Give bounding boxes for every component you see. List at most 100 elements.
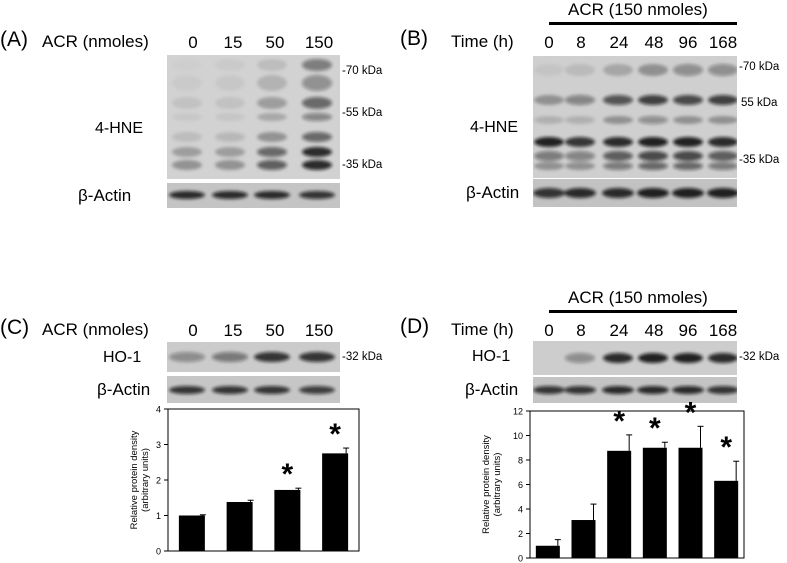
panel-a-marker: -55 kDa [342,107,383,119]
panel-b-condition-label: Time (h) [451,32,514,51]
significance-star: * [282,458,294,491]
panel-b-header-line [549,22,737,25]
panel-b-lane-label: 24 [609,33,629,52]
blot-band [172,97,202,109]
blot-band [257,113,287,121]
blot-band [215,160,245,170]
blot-band [638,64,668,76]
blot-band [257,75,287,91]
y-tick-label: 2 [518,529,523,539]
blot-band [564,386,596,394]
panel-a-marker: -70 kDa [342,65,383,77]
blot-band [257,160,287,170]
blot-band [565,353,595,363]
blot-band [302,160,332,170]
panel-c-loading-label: β-Actin [97,380,151,399]
y-tick-label: 6 [518,480,523,490]
blot-band [603,116,633,124]
blot-band [565,137,595,147]
blot-band [302,113,332,121]
blot-band [565,95,595,105]
panel-b-lane-label: 96 [678,33,698,52]
blot-band [707,188,737,198]
significance-star: * [685,400,697,429]
panel-d-lane-label: 168 [708,321,738,340]
significance-star: * [720,431,732,464]
blot-band [534,137,564,147]
bar [274,489,301,551]
blot-band [637,386,669,394]
bar [322,453,349,551]
plot-frame [529,410,745,559]
blot-background [533,56,737,178]
y-tick-label: 1 [156,511,161,521]
panel-c-lane-label: 0 [188,321,198,340]
blot-band [533,386,565,394]
blot-band [708,137,737,147]
blot-band [638,151,668,161]
blot-band [708,151,737,161]
y-tick-label: 10 [513,431,523,441]
blot-band [212,352,248,362]
blot-band [254,352,290,362]
panel-b-lane-label: 8 [576,33,586,52]
blot-band [534,116,564,124]
y-tick-label: 12 [513,407,523,417]
blot-band [707,386,737,394]
blot-band [172,132,202,142]
panel-d-condition-label: Time (h) [451,320,514,339]
blot-band [638,116,668,124]
y-tick-label: 2 [156,476,161,486]
panel-d-header-line [549,310,737,313]
blot-band [603,151,633,161]
y-tick-label: 4 [156,405,161,415]
blot-band [708,95,737,105]
blot-band [638,137,668,147]
blot-band [673,353,703,363]
y-tick-label: 0 [518,554,523,563]
panel-c-ho1-blot [167,342,340,372]
blot-band [254,191,290,199]
blot-band [172,59,202,71]
blot-band [638,95,668,105]
panel-d-lane-label: 0 [544,321,554,340]
blot-band [254,386,290,394]
panel-b-marker: -70 kDa [739,61,780,73]
panel-a-lane-label: 50 [265,33,285,52]
blot-band [215,132,245,142]
blot-band [565,116,595,124]
blot-band [708,353,737,363]
blot-band [672,386,704,394]
blot-band [212,386,248,394]
blot-band [215,147,245,157]
blot-band [302,75,332,91]
panel-c-lane-label: 15 [223,321,243,340]
panel-d-lane-label: 8 [576,321,586,340]
panel-b-letter: (B) [400,27,428,50]
blot-band [215,113,245,121]
blot-band [169,191,205,199]
blot-band [172,113,202,121]
blot-band [602,386,634,394]
blot-band [638,353,668,363]
blot-band [169,352,205,362]
significance-star: * [329,418,341,451]
significance-star: * [649,412,661,445]
blot-band [603,64,633,76]
blot-band [603,137,633,147]
panel-a-letter: (A) [0,28,28,51]
blot-band [564,188,596,198]
blot-band [257,132,287,142]
bar [678,447,703,558]
y-tick-label: 0 [156,547,161,557]
blot-band [565,151,595,161]
panel-b-actin-blot [533,179,737,207]
y-axis-label: Relative protein density [481,435,492,534]
panel-c-lane-label: 150 [304,321,334,340]
panel-b-protein-label: 4-HNE [470,119,519,136]
blot-band [172,75,202,91]
blot-band [708,162,737,170]
panel-a-protein-label: 4-HNE [95,120,144,137]
bar [535,545,560,558]
panel-c-marker: -32 kDa [342,351,383,363]
